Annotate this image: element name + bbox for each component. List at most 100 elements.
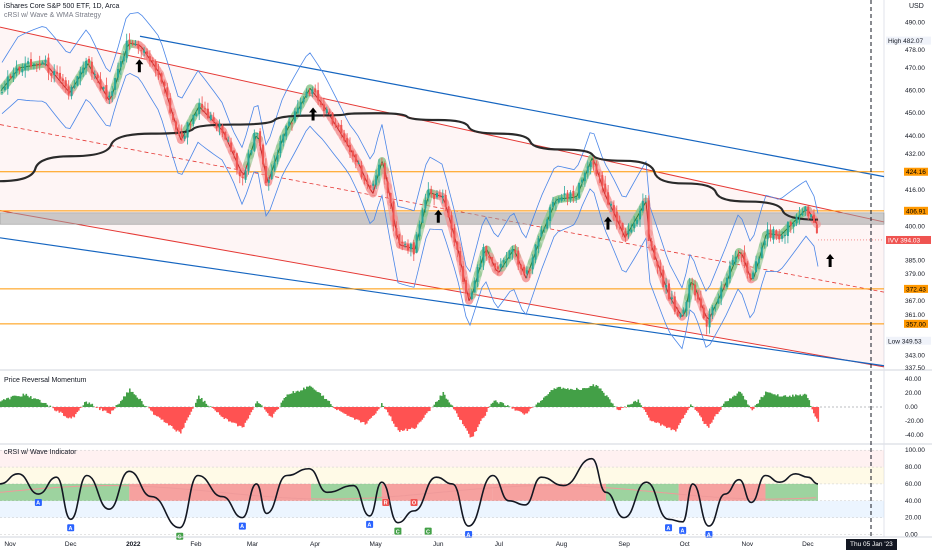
momentum-bar [321, 395, 323, 407]
momentum-bar [274, 407, 277, 412]
price-tick-label: 416.00 [905, 187, 925, 194]
momentum-bar [456, 407, 458, 414]
momentum-bar [109, 407, 112, 415]
momentum-bar [351, 407, 353, 418]
ma200-line [0, 112, 819, 221]
wma-line-segment [54, 74, 59, 79]
momentum-bar [231, 407, 233, 423]
candle-body [380, 163, 383, 165]
momentum-bar [732, 396, 734, 407]
momentum-bar [408, 407, 410, 430]
momentum-bar [373, 407, 376, 416]
signal-badge-letter: C [396, 529, 400, 535]
momentum-bar [460, 407, 463, 421]
momentum-bar [256, 401, 259, 407]
level-label-bg [904, 167, 928, 176]
momentum-bar [126, 392, 128, 407]
candle-body [482, 247, 485, 263]
candle-body [44, 59, 47, 63]
candle-body [264, 166, 267, 184]
candle-body [595, 163, 598, 175]
momentum-bar [703, 407, 706, 424]
momentum-bar [486, 407, 488, 412]
momentum-bar [28, 397, 31, 407]
price-tick-label: 470.00 [905, 65, 925, 72]
momentum-pane-title: Price Reversal Momentum [4, 377, 87, 384]
signal-badge [382, 499, 390, 507]
momentum-bar [444, 394, 446, 407]
momentum-bar [234, 407, 236, 423]
crsi-pane-title: cRSI w/ Wave Indicator [4, 449, 77, 456]
momentum-bar [52, 407, 55, 409]
momentum-bar [747, 404, 749, 407]
momentum-bar [715, 407, 718, 415]
candle-body [496, 266, 499, 270]
momentum-bar [610, 402, 613, 407]
momentum-bar [99, 407, 101, 411]
momentum-bar [744, 399, 746, 407]
candle-body [108, 95, 111, 98]
momentum-bar [55, 407, 58, 412]
signal-badge [366, 520, 374, 528]
momentum-bar [636, 402, 638, 407]
momentum-bar [78, 407, 80, 411]
momentum-bar [633, 401, 635, 407]
momentum-bar [417, 407, 419, 425]
momentum-bar [90, 404, 92, 407]
momentum-bar [241, 407, 244, 428]
momentum-bar [502, 403, 505, 407]
candle-body [781, 235, 784, 239]
momentum-bar [499, 401, 502, 407]
candle-body [119, 61, 122, 67]
momentum-bar [124, 396, 127, 407]
candle-body [662, 269, 665, 287]
momentum-bar [652, 407, 655, 422]
time-tick-label: Dec [802, 541, 814, 548]
momentum-bar [85, 401, 88, 407]
signal-arrow-up [309, 107, 318, 121]
candle-body [583, 172, 586, 182]
momentum-bar [568, 389, 571, 407]
momentum-bar [768, 392, 770, 407]
momentum-bar [484, 407, 487, 416]
candle-body [79, 71, 82, 79]
momentum-bar [96, 407, 98, 408]
candle-body [775, 230, 778, 236]
signal-badge-letter: A [466, 533, 470, 539]
momentum-bar [465, 407, 467, 429]
momentum-bar [789, 395, 791, 407]
momentum-bar [655, 407, 658, 423]
momentum-bar [433, 404, 436, 407]
candle-body [320, 102, 322, 106]
momentum-bar [414, 407, 416, 429]
momentum-bar [807, 398, 809, 407]
momentum-bar [462, 407, 464, 425]
candle-body [589, 162, 592, 168]
candle-body [322, 104, 325, 112]
time-tick-label: May [370, 541, 383, 548]
momentum-bar [580, 389, 583, 407]
momentum-bar [202, 401, 205, 407]
momentum-bar [783, 395, 785, 407]
signal-badge-letter: C [426, 529, 430, 535]
momentum-bar [75, 407, 77, 415]
momentum-bar [91, 403, 94, 407]
momentum-bar [289, 393, 292, 407]
candle-body [441, 195, 444, 198]
momentum-bar [552, 390, 554, 407]
momentum-bar [24, 395, 26, 407]
momentum-bar [82, 405, 85, 407]
candle-body [540, 229, 543, 237]
signal-badge-letter: O [412, 501, 417, 507]
momentum-bar [67, 407, 70, 419]
price-tick-label: 337.50 [905, 365, 925, 372]
candle-body [212, 117, 215, 122]
signal-badge [665, 524, 673, 532]
momentum-bar [711, 407, 713, 423]
momentum-bar [369, 407, 371, 420]
momentum-bar [342, 407, 344, 413]
momentum-bar [271, 407, 274, 418]
momentum-bar [118, 403, 121, 407]
momentum-bar [366, 407, 368, 424]
